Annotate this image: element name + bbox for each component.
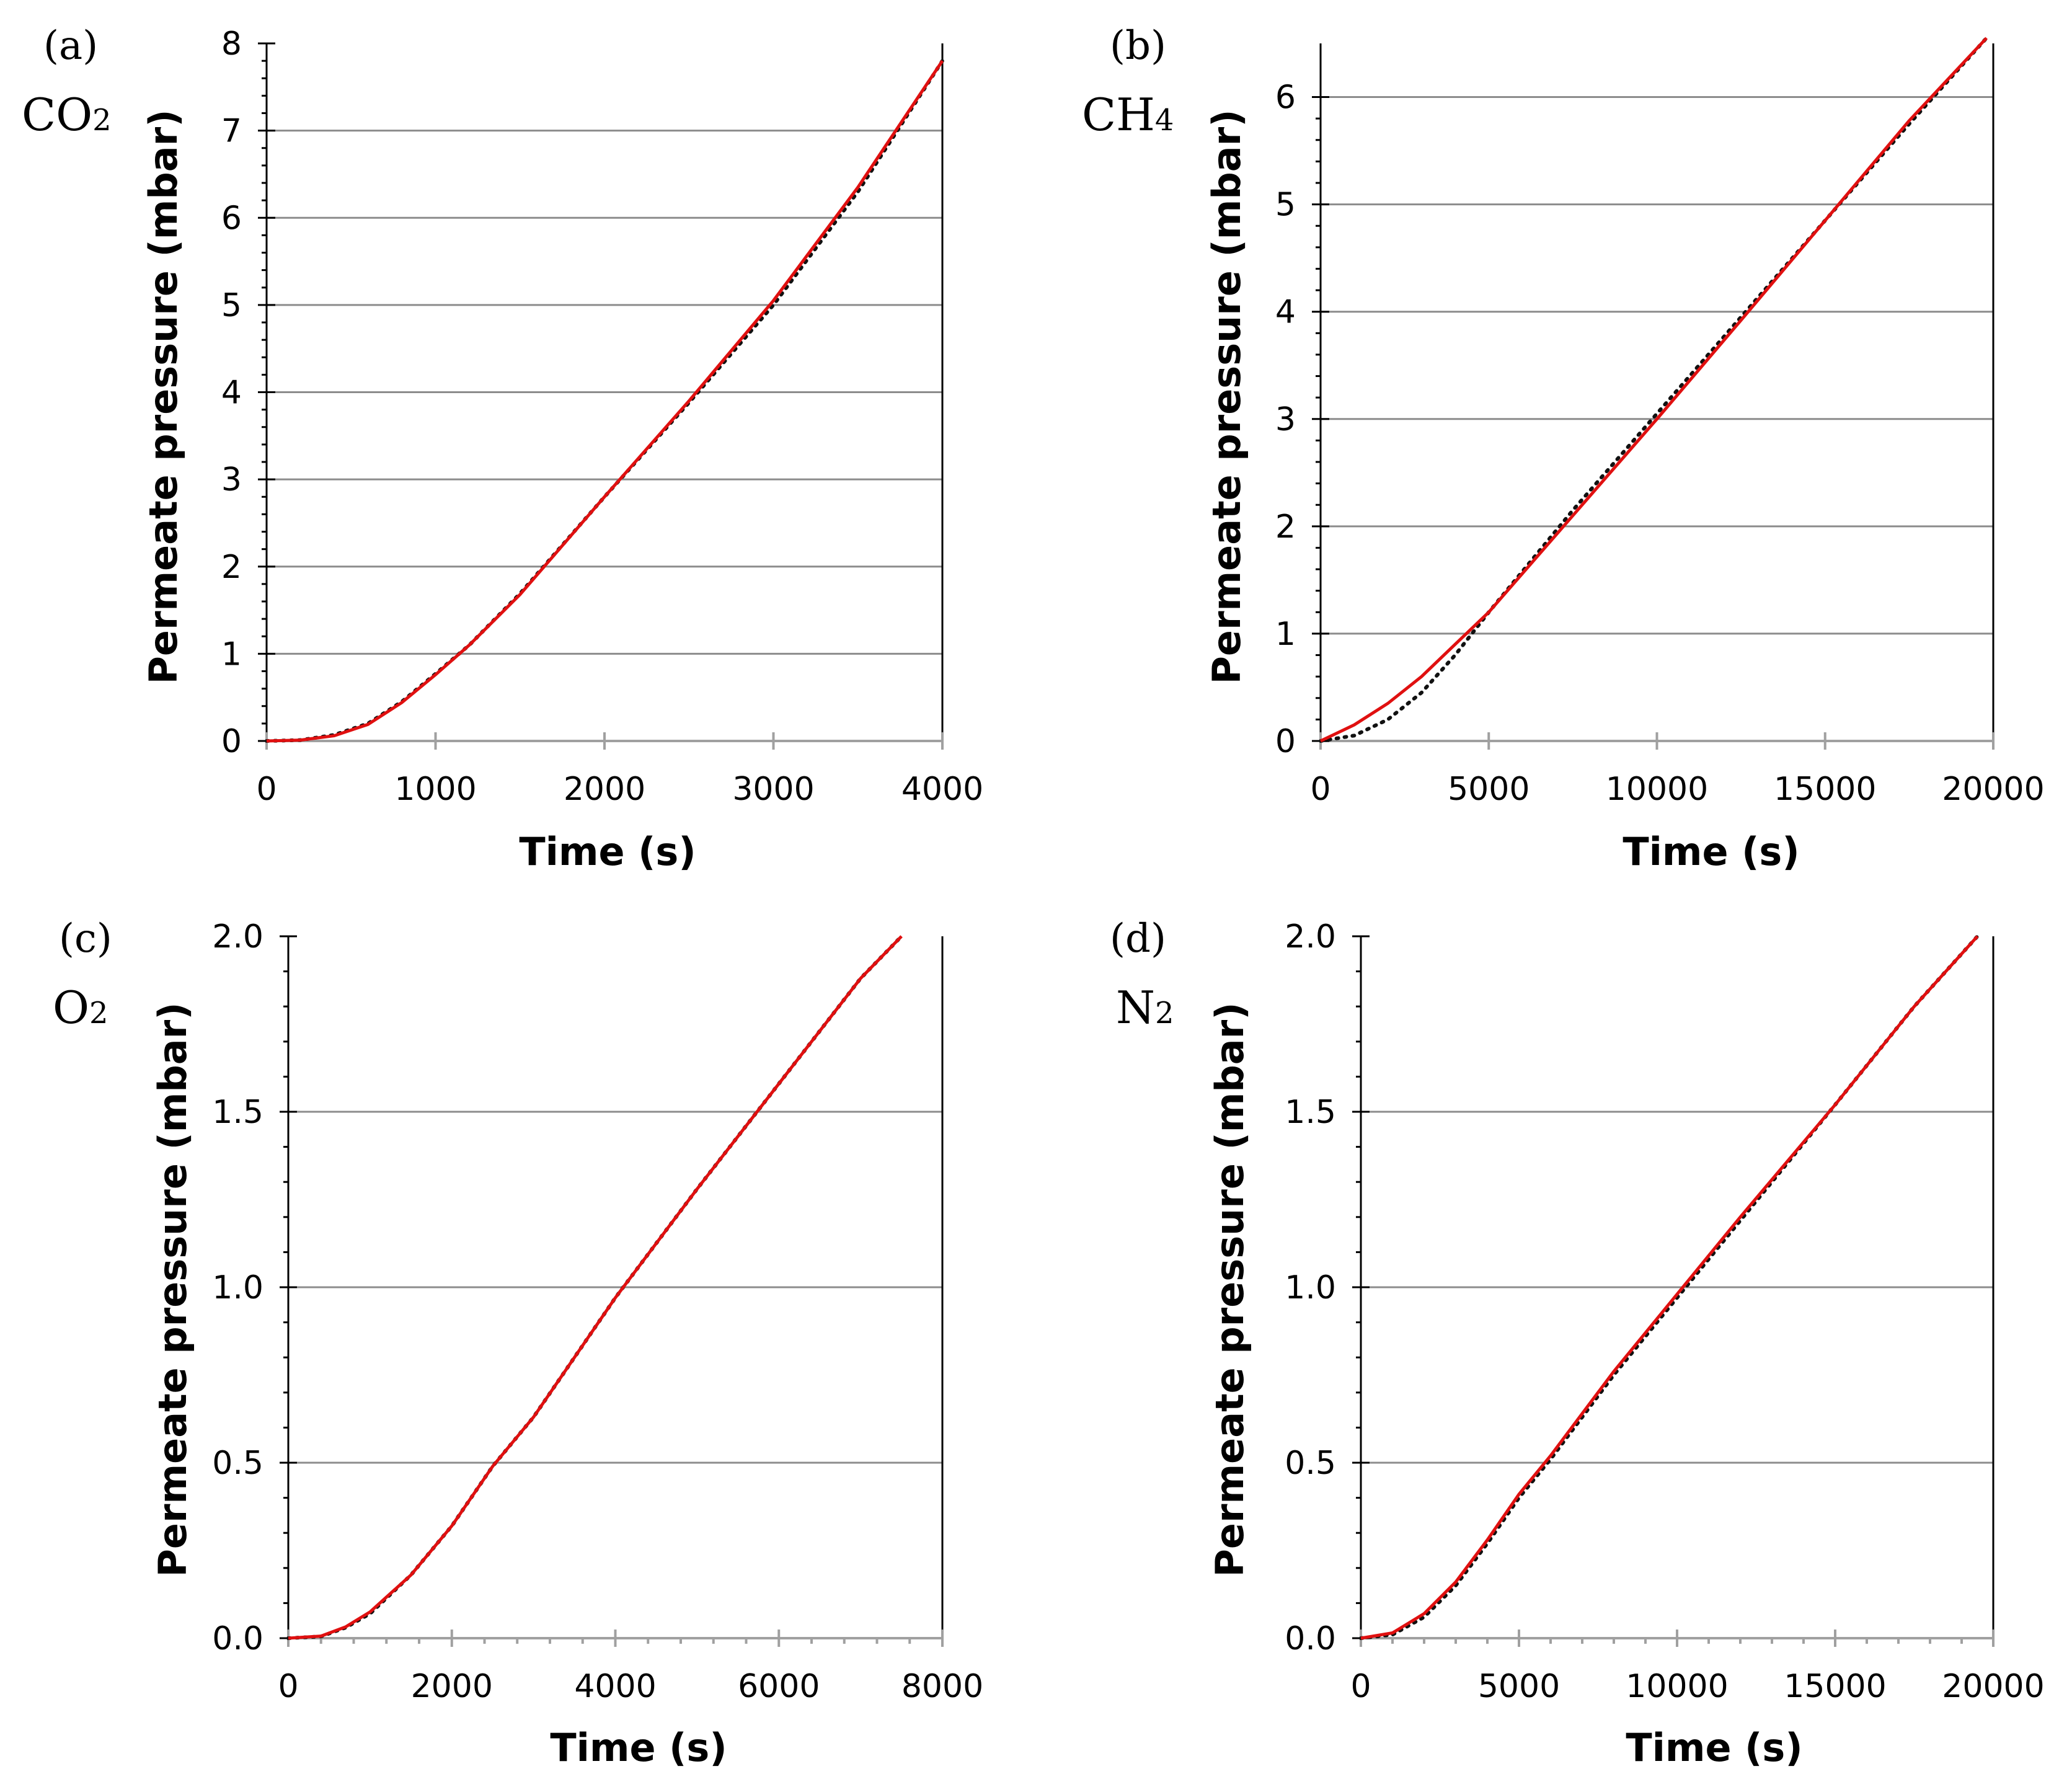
plot-area-c: 0.0 0.5 1.0 1.5 2.0 0 2000 4000 6000 8000 [212, 918, 983, 1705]
y-tick-label-a-4: 4 [221, 375, 242, 412]
plot-area-d: 0.0 0.5 1.0 1.5 2.0 0 5000 10000 15000 20000 [1285, 918, 2044, 1705]
x-axis-title-a: Time (s) [519, 829, 696, 874]
x-tick-label-a-4: 4000 [901, 771, 983, 808]
y-axis-title-c: Permeate pressure (mbar) [150, 1002, 195, 1577]
y-tick-label-a-1: 1 [221, 636, 242, 673]
gas-label-b: CH4 [1082, 89, 1174, 141]
y-tick-label-c-3: 1.5 [212, 1094, 263, 1131]
panel-label-d: (d) [1110, 916, 1166, 962]
x-tick-label-b-3: 15000 [1774, 771, 1876, 808]
y-tick-label-b-3: 3 [1275, 401, 1296, 438]
y-tick-label-c-1: 0.5 [212, 1445, 263, 1482]
x-tick-label-d-0: 0 [1350, 1668, 1371, 1705]
y-tick-label-c-0: 0.0 [212, 1620, 263, 1657]
x-tick-label-d-4: 20000 [1942, 1668, 2044, 1705]
x-tick-label-b-4: 20000 [1942, 771, 2044, 808]
y-tick-label-c-4: 2.0 [212, 918, 263, 956]
model-fit-series-c [288, 935, 903, 1640]
x-axis-title-d: Time (s) [1626, 1725, 1802, 1770]
gas-label-a: CO2 [22, 89, 112, 141]
panel-b: (b) CH4 0 1 2 3 4 5 6 0 5000 10000 15000 20000 Time… [1082, 23, 2045, 874]
y-tick-label-a-6: 6 [221, 200, 242, 237]
panel-d: (d) N2 0.0 0.5 1.0 1.5 2.0 0 5000 10000 15000 200… [1110, 916, 2045, 1770]
x-tick-label-b-1: 5000 [1448, 771, 1530, 808]
y-tick-label-b-6: 6 [1275, 79, 1296, 117]
y-tick-label-a-7: 7 [221, 113, 242, 150]
y-tick-label-d-1: 0.5 [1285, 1445, 1336, 1482]
panel-c: (c) O2 0.00.51.01.52.00 2000 4000 6000 8000 … [53, 916, 983, 1770]
x-tick-label-c-4: 8000 [901, 1668, 983, 1705]
x-tick-label-a-1: 1000 [394, 771, 476, 808]
y-tick-label-a-3: 3 [221, 461, 242, 499]
plot-area-b: 0 1 2 3 4 5 6 0 5000 10000 15000 20000 [1275, 36, 2045, 808]
x-tick-label-c-2: 4000 [574, 1668, 656, 1705]
y-axis-title-d: Permeate pressure (mbar) [1207, 1002, 1252, 1577]
plot-area-a: 0 1 2 3 4 5 6 7 8 0 1000 2000 3000 4000 [221, 25, 983, 808]
y-tick-label-b-5: 5 [1275, 187, 1296, 224]
y-axis-title-b: Permeate pressure (mbar) [1204, 109, 1249, 684]
panel-a: (a) CO2 0 1 2 3 4 5 6 7 8 0 1000 2000 3000 4000 Time … [22, 23, 983, 874]
y-tick-label-d-3: 1.5 [1285, 1094, 1336, 1131]
y-tick-label-d-0: 0.0 [1285, 1620, 1336, 1657]
y-tick-label-b-1: 1 [1275, 616, 1296, 653]
experimental-series-b [1319, 36, 1989, 743]
y-tick-label-d-2: 1.0 [1285, 1269, 1336, 1306]
experimental-series-a [265, 59, 944, 743]
x-tick-label-b-0: 0 [1310, 771, 1330, 808]
x-tick-label-c-0: 0 [278, 1668, 298, 1705]
x-tick-label-d-1: 5000 [1478, 1668, 1560, 1705]
y-tick-label-b-2: 2 [1275, 508, 1296, 546]
x-axis-title-b: Time (s) [1623, 829, 1799, 874]
y-tick-label-b-0: 0 [1275, 723, 1296, 760]
model-fit-series-b [1319, 37, 1988, 743]
panel-label-b: (b) [1110, 23, 1166, 69]
panel-label-a: (a) [43, 23, 98, 69]
x-tick-label-b-2: 10000 [1606, 771, 1708, 808]
y-tick-label-a-5: 5 [221, 287, 242, 324]
y-axis-title-a: Permeate pressure (mbar) [141, 109, 186, 684]
y-tick-label-a-8: 8 [221, 25, 242, 63]
y-tick-label-c-2: 1.0 [212, 1269, 263, 1306]
x-tick-label-c-1: 2000 [411, 1668, 493, 1705]
model-fit-series-a [266, 60, 944, 743]
model-fit-series-d [1360, 935, 1979, 1640]
x-tick-label-a-2: 2000 [564, 771, 645, 808]
x-tick-label-d-3: 15000 [1784, 1668, 1886, 1705]
gas-label-d: N2 [1116, 982, 1174, 1034]
y-tick-label-d-4: 2.0 [1285, 918, 1336, 956]
y-tick-label-a-0: 0 [221, 723, 242, 760]
x-tick-label-c-3: 6000 [738, 1668, 820, 1705]
gas-label-c: O2 [53, 982, 108, 1034]
x-tick-label-a-0: 0 [256, 771, 277, 808]
x-tick-label-d-2: 10000 [1626, 1668, 1728, 1705]
x-axis-title-c: Time (s) [550, 1725, 727, 1770]
y-tick-label-a-2: 2 [221, 549, 242, 586]
panel-label-c: (c) [59, 916, 112, 962]
x-tick-label-a-3: 3000 [732, 771, 814, 808]
y-tick-label-b-4: 4 [1275, 294, 1296, 331]
